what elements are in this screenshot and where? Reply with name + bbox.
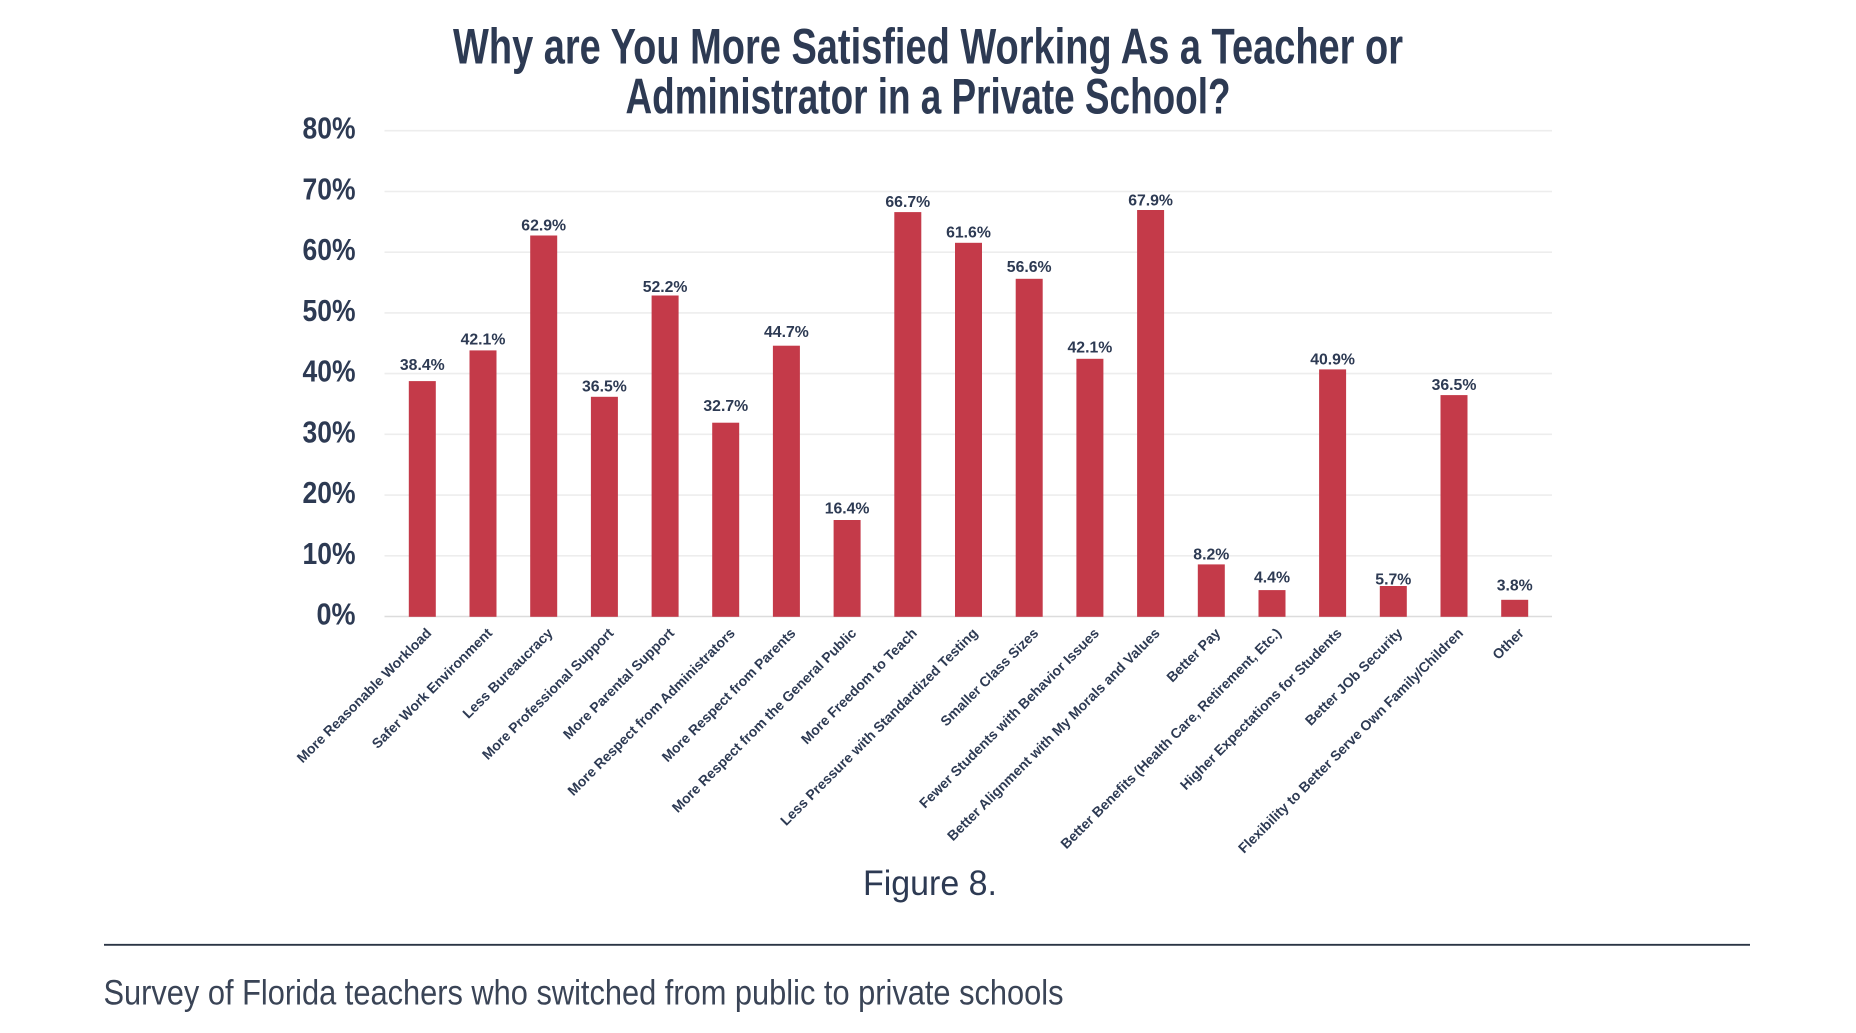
- svg-text:4.4%: 4.4%: [1254, 570, 1290, 587]
- svg-text:0%: 0%: [317, 597, 356, 632]
- svg-text:36.5%: 36.5%: [582, 379, 627, 396]
- svg-text:80%: 80%: [303, 111, 356, 146]
- svg-text:40.9%: 40.9%: [1310, 352, 1355, 369]
- svg-text:56.6%: 56.6%: [1007, 259, 1052, 276]
- svg-text:62.9%: 62.9%: [521, 218, 566, 235]
- svg-text:10%: 10%: [303, 536, 356, 571]
- svg-text:61.6%: 61.6%: [946, 225, 991, 242]
- svg-text:8.2%: 8.2%: [1193, 547, 1229, 564]
- svg-text:Survey of Florida teachers who: Survey of Florida teachers who switched …: [104, 974, 1064, 1013]
- svg-text:60%: 60%: [303, 232, 356, 267]
- svg-text:3.8%: 3.8%: [1497, 578, 1533, 595]
- svg-text:66.7%: 66.7%: [885, 194, 930, 211]
- svg-text:38.4%: 38.4%: [400, 357, 445, 374]
- svg-text:67.9%: 67.9%: [1128, 193, 1173, 210]
- svg-text:70%: 70%: [303, 172, 356, 207]
- svg-text:16.4%: 16.4%: [825, 501, 870, 518]
- svg-text:20%: 20%: [303, 475, 356, 510]
- svg-text:5.7%: 5.7%: [1375, 571, 1411, 588]
- svg-text:50%: 50%: [303, 293, 356, 328]
- svg-text:52.2%: 52.2%: [643, 279, 688, 296]
- svg-text:36.5%: 36.5%: [1432, 377, 1477, 394]
- svg-text:Why are You More Satisfied Wor: Why are You More Satisfied Working As a …: [453, 19, 1403, 75]
- svg-text:Figure 8.: Figure 8.: [863, 864, 997, 903]
- svg-text:30%: 30%: [303, 414, 356, 449]
- svg-text:32.7%: 32.7%: [703, 398, 748, 415]
- svg-text:40%: 40%: [303, 354, 356, 389]
- svg-text:42.1%: 42.1%: [461, 332, 506, 349]
- svg-text:42.1%: 42.1%: [1068, 339, 1113, 356]
- svg-text:44.7%: 44.7%: [764, 324, 809, 341]
- svg-text:Administrator in a Private Sch: Administrator in a Private School?: [626, 69, 1231, 125]
